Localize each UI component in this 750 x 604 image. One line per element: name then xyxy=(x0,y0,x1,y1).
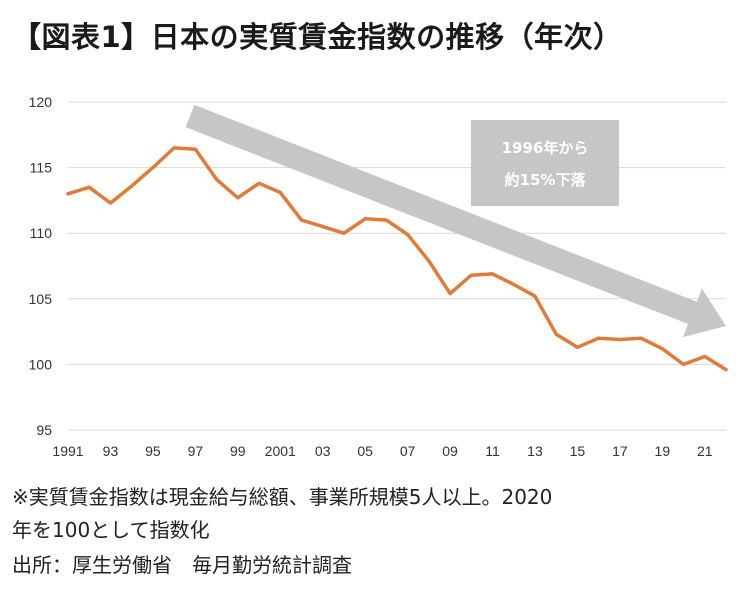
data-point xyxy=(299,218,304,222)
data-point xyxy=(406,232,410,237)
y-tick-label: 110 xyxy=(30,225,53,241)
data-point xyxy=(724,368,728,372)
trend-arrow xyxy=(185,104,726,338)
data-point xyxy=(342,231,346,235)
data-point xyxy=(321,225,325,229)
y-tick-label: 95 xyxy=(36,422,52,438)
chart-title: 【図表1】日本の実質賃金指数の推移（年次） xyxy=(12,20,623,54)
x-tick-label: 99 xyxy=(230,443,246,459)
x-tick-label: 1991 xyxy=(52,443,83,459)
x-tick-label: 97 xyxy=(188,443,204,459)
x-tick-label: 15 xyxy=(570,443,586,459)
footnote-line-1: ※実質賃金指数は現金給与総額、事業所規模5人以上。2020 xyxy=(12,485,553,509)
data-point xyxy=(469,273,473,277)
data-point xyxy=(660,347,664,351)
data-point xyxy=(66,192,70,196)
x-tick-label: 17 xyxy=(612,443,628,459)
x-tick-label: 21 xyxy=(697,443,713,459)
annotation-box xyxy=(471,120,619,206)
annotation-line-1: 1996年から xyxy=(502,139,589,157)
x-tick-label: 19 xyxy=(655,443,671,459)
x-tick-label: 95 xyxy=(145,443,161,459)
data-point xyxy=(363,217,367,221)
series-line-0 xyxy=(66,146,728,372)
data-point xyxy=(512,282,516,286)
data-point xyxy=(427,259,431,263)
series-layer xyxy=(66,146,728,372)
data-point xyxy=(172,146,176,150)
grid-layer xyxy=(68,101,726,431)
footnote-line-2: 年を100として指数化 xyxy=(12,518,210,542)
data-point xyxy=(278,190,282,195)
data-point xyxy=(575,345,580,349)
y-tick-label: 120 xyxy=(29,94,53,110)
x-axis-ticks: 1991 93 95 97 99 2001 03 05 07 09 11 13 15 17 19 21 xyxy=(52,443,712,459)
data-point xyxy=(257,181,261,185)
data-point xyxy=(533,294,537,298)
line-chart: 95 100 105 110 115 120 1991 93 95 97 99 2001 03 05 07… xyxy=(29,94,728,459)
annotation-callout: 1996年から 約15%下落 xyxy=(471,120,619,206)
x-tick-label: 07 xyxy=(400,443,416,459)
data-point xyxy=(597,336,601,340)
data-point xyxy=(384,218,388,222)
data-point xyxy=(639,336,643,340)
data-point xyxy=(193,147,197,151)
y-tick-label: 105 xyxy=(29,291,53,307)
data-point xyxy=(214,177,219,182)
data-point xyxy=(87,185,91,189)
x-tick-label: 11 xyxy=(485,443,500,459)
trend-arrow-layer xyxy=(185,104,726,338)
data-point xyxy=(703,354,707,359)
y-tick-label: 100 xyxy=(29,356,53,372)
data-point xyxy=(554,332,558,336)
x-tick-label: 93 xyxy=(103,443,119,459)
data-point xyxy=(618,337,622,342)
data-point xyxy=(151,166,155,170)
data-point xyxy=(490,272,495,276)
y-axis-ticks: 95 100 105 110 115 120 xyxy=(29,94,53,438)
x-tick-label: 05 xyxy=(357,443,373,459)
source-note: 出所：厚生労働省 毎月勤労統計調査 xyxy=(12,553,352,577)
x-tick-label: 2001 xyxy=(265,443,296,459)
data-point xyxy=(681,362,686,366)
annotation-line-2: 約15%下落 xyxy=(505,171,587,189)
data-point xyxy=(448,291,452,296)
data-point xyxy=(236,196,240,200)
data-point xyxy=(108,201,113,205)
data-point xyxy=(130,184,134,188)
x-tick-label: 09 xyxy=(442,443,458,459)
x-tick-label: 03 xyxy=(315,443,331,459)
y-tick-label: 115 xyxy=(30,160,53,176)
x-tick-label: 13 xyxy=(527,443,543,459)
